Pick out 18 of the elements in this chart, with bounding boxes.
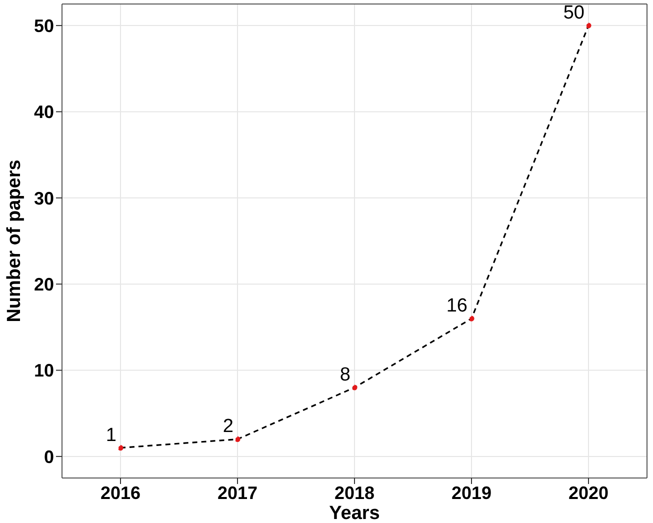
x-tick-label: 2016 [100, 482, 141, 503]
data-label: 2 [222, 416, 234, 438]
y-tick-label: 20 [34, 274, 54, 294]
data-label: 16 [446, 296, 468, 317]
data-label: 50 [563, 2, 584, 24]
y-tick-label: 50 [34, 16, 54, 36]
x-tick-label: 2017 [217, 482, 258, 503]
data-label: 1 [106, 424, 116, 446]
x-tick-label: 2019 [451, 482, 492, 503]
data-label: 8 [340, 364, 350, 386]
y-axis-title: Number of papers [4, 160, 25, 322]
x-axis-title: Years [329, 503, 380, 523]
x-tick-label: 2020 [568, 482, 609, 503]
y-tick-label: 0 [44, 446, 54, 467]
x-tick-label: 2018 [334, 482, 375, 503]
y-tick-label: 30 [34, 188, 54, 208]
y-tick-label: 40 [34, 102, 54, 122]
y-tick-label: 10 [34, 360, 54, 381]
